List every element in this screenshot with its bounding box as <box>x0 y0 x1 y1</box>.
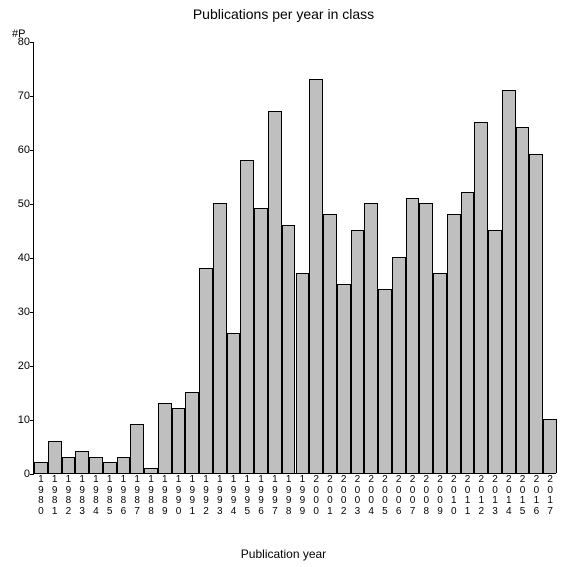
x-tick-label: 1985 <box>103 473 117 517</box>
bar <box>323 214 337 473</box>
x-tick-label: 2001 <box>323 473 337 517</box>
x-tick-label: 2011 <box>461 473 475 517</box>
x-tick-label: 1991 <box>185 473 199 517</box>
bar <box>406 198 420 473</box>
x-tick-label: 2015 <box>516 473 530 517</box>
x-tick-label: 2002 <box>337 473 351 517</box>
x-tick-label: 2017 <box>543 473 557 517</box>
x-tick-label: 1999 <box>296 473 310 517</box>
bar <box>282 225 296 473</box>
bar <box>461 192 475 473</box>
bar <box>543 419 557 473</box>
x-tick-label: 2010 <box>447 473 461 517</box>
y-tick-label: 70 <box>18 90 34 102</box>
x-tick-label: 2000 <box>309 473 323 517</box>
bar <box>351 230 365 473</box>
chart-title: Publications per year in class <box>0 6 567 22</box>
x-tick-label: 2016 <box>529 473 543 517</box>
chart-container: Publications per year in class #P 010203… <box>0 0 567 567</box>
bar <box>48 441 62 473</box>
bar <box>158 403 172 473</box>
x-tick-label: 1995 <box>240 473 254 517</box>
bar <box>364 203 378 473</box>
bar <box>474 122 488 473</box>
x-tick-label: 1989 <box>158 473 172 517</box>
y-tick-label: 10 <box>18 414 34 426</box>
bar <box>516 127 530 473</box>
bar <box>75 451 89 473</box>
y-tick-label: 20 <box>18 360 34 372</box>
bar <box>502 90 516 473</box>
x-tick-label: 1987 <box>130 473 144 517</box>
x-tick-label: 1980 <box>34 473 48 517</box>
x-tick-label: 1984 <box>89 473 103 517</box>
x-tick-label: 2012 <box>474 473 488 517</box>
bar <box>185 392 199 473</box>
bar <box>392 257 406 473</box>
bar <box>34 462 48 473</box>
y-tick-label: 40 <box>18 252 34 264</box>
x-tick-label: 2005 <box>378 473 392 517</box>
bar <box>240 160 254 473</box>
x-tick-label: 1983 <box>75 473 89 517</box>
bar <box>268 111 282 473</box>
x-tick-label: 1982 <box>62 473 76 517</box>
bar <box>103 462 117 473</box>
bar <box>433 273 447 473</box>
x-tick-label: 1990 <box>172 473 186 517</box>
bar <box>117 457 131 473</box>
x-tick-label: 2013 <box>488 473 502 517</box>
x-tick-label: 1986 <box>117 473 131 517</box>
x-tick-label: 1988 <box>144 473 158 517</box>
plot-area: 0102030405060708019801981198219831984198… <box>33 42 556 474</box>
x-tick-label: 2003 <box>351 473 365 517</box>
x-tick-label: 1997 <box>268 473 282 517</box>
x-tick-label: 1998 <box>282 473 296 517</box>
bar <box>296 273 310 473</box>
bar <box>447 214 461 473</box>
x-tick-label: 1981 <box>48 473 62 517</box>
bar <box>378 289 392 473</box>
bar <box>130 424 144 473</box>
x-axis-title: Publication year <box>0 547 567 561</box>
x-tick-label: 1994 <box>227 473 241 517</box>
x-tick-label: 2006 <box>392 473 406 517</box>
x-tick-label: 2009 <box>433 473 447 517</box>
x-tick-label: 2014 <box>502 473 516 517</box>
bar <box>309 79 323 473</box>
x-tick-label: 2004 <box>364 473 378 517</box>
bar <box>337 284 351 473</box>
y-tick-label: 50 <box>18 198 34 210</box>
bar <box>199 268 213 473</box>
x-tick-label: 2007 <box>406 473 420 517</box>
bar <box>89 457 103 473</box>
y-tick-label: 30 <box>18 306 34 318</box>
x-tick-label: 1992 <box>199 473 213 517</box>
bar <box>488 230 502 473</box>
y-tick-label: 0 <box>24 468 34 480</box>
y-tick-label: 60 <box>18 144 34 156</box>
bar <box>213 203 227 473</box>
bar <box>254 208 268 473</box>
y-tick-label: 80 <box>18 36 34 48</box>
bar <box>419 203 433 473</box>
x-tick-label: 2008 <box>419 473 433 517</box>
x-tick-label: 1996 <box>254 473 268 517</box>
bar <box>62 457 76 473</box>
bar <box>172 408 186 473</box>
bar <box>529 154 543 473</box>
bar <box>227 333 241 473</box>
x-tick-label: 1993 <box>213 473 227 517</box>
